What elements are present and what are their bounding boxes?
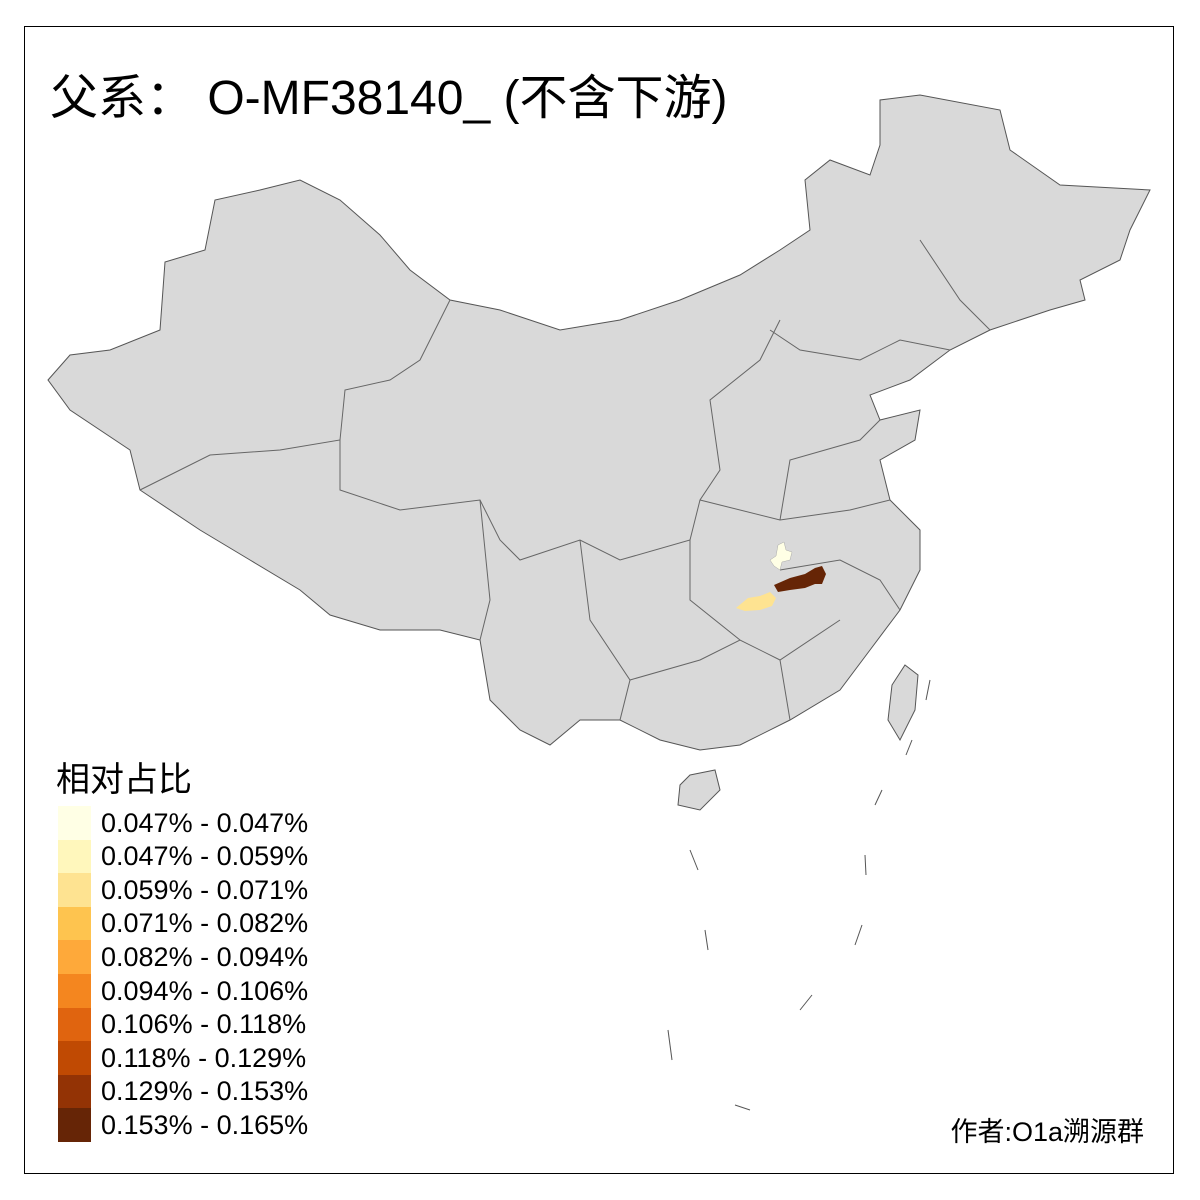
legend-item: 0.047% - 0.047% <box>58 806 308 840</box>
legend-label: 0.129% - 0.153% <box>101 1076 309 1107</box>
legend-label: 0.071% - 0.082% <box>101 908 309 939</box>
province-borders <box>139 239 991 721</box>
south-china-sea-islands <box>667 679 931 1111</box>
map-frame <box>24 26 1174 1174</box>
legend-swatch <box>58 1007 91 1042</box>
legend-label: 0.106% - 0.118% <box>101 1009 307 1040</box>
legend-label: 0.153% - 0.165% <box>101 1109 309 1140</box>
legend-item: 0.106% - 0.118% <box>58 1007 307 1042</box>
legend-swatch <box>58 1041 91 1076</box>
legend-swatch <box>58 1074 91 1109</box>
region-level-10 <box>774 566 826 592</box>
legend-item: 0.153% - 0.165% <box>58 1108 309 1143</box>
legend-item: 0.118% - 0.129% <box>58 1041 307 1076</box>
legend-label: 0.047% - 0.059% <box>101 841 309 872</box>
legend-label: 0.118% - 0.129% <box>101 1042 307 1073</box>
region-level-1 <box>769 541 793 571</box>
legend-label: 0.094% - 0.106% <box>101 975 309 1006</box>
legend-item: 0.059% - 0.071% <box>58 873 309 908</box>
legend-item: 0.047% - 0.059% <box>58 839 309 874</box>
legend-swatch <box>58 906 91 941</box>
region-level-3 <box>736 592 776 611</box>
taiwan <box>887 664 919 742</box>
china-mainland <box>47 94 1151 751</box>
author-credit: 作者:O1a溯源群 <box>950 1117 1144 1147</box>
legend-label: 0.059% - 0.071% <box>101 874 309 905</box>
legend-item: 0.129% - 0.153% <box>58 1074 309 1109</box>
legend-swatch <box>58 1108 91 1143</box>
hainan <box>677 769 721 811</box>
legend-item: 0.094% - 0.106% <box>58 974 308 1008</box>
legend-label: 0.047% - 0.047% <box>101 807 309 838</box>
legend-swatch <box>58 806 91 840</box>
legend-label: 0.082% - 0.094% <box>101 941 309 972</box>
map-title: 父系： O-MF38140_ (不含下游) <box>50 72 728 125</box>
legend-item: 0.082% - 0.094% <box>58 940 309 975</box>
legend-swatch <box>58 974 91 1008</box>
legend-title: 相对占比 <box>56 761 192 799</box>
legend-swatch <box>58 873 91 908</box>
legend-swatch <box>58 839 91 874</box>
legend-item: 0.071% - 0.082% <box>58 906 309 941</box>
legend-swatch <box>58 940 91 975</box>
